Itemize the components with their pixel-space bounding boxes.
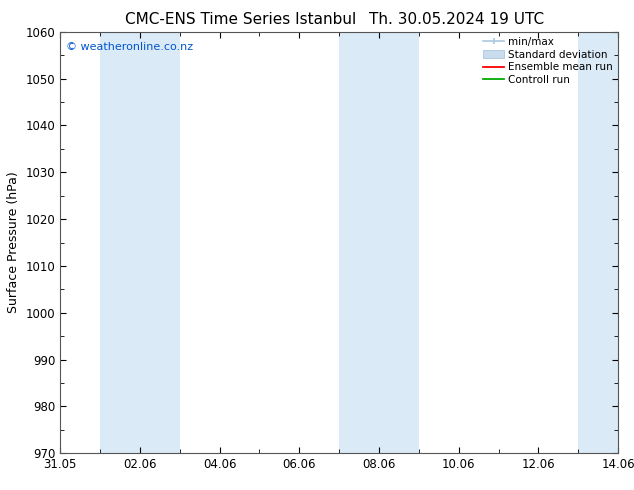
Legend: min/max, Standard deviation, Ensemble mean run, Controll run: min/max, Standard deviation, Ensemble me… (481, 35, 615, 87)
Text: © weatheronline.co.nz: © weatheronline.co.nz (66, 43, 193, 52)
Text: Th. 30.05.2024 19 UTC: Th. 30.05.2024 19 UTC (369, 12, 544, 27)
Bar (339, 32, 419, 453)
Bar (578, 32, 618, 453)
Y-axis label: Surface Pressure (hPa): Surface Pressure (hPa) (7, 172, 20, 314)
Bar (100, 32, 180, 453)
Text: CMC-ENS Time Series Istanbul: CMC-ENS Time Series Istanbul (126, 12, 356, 27)
